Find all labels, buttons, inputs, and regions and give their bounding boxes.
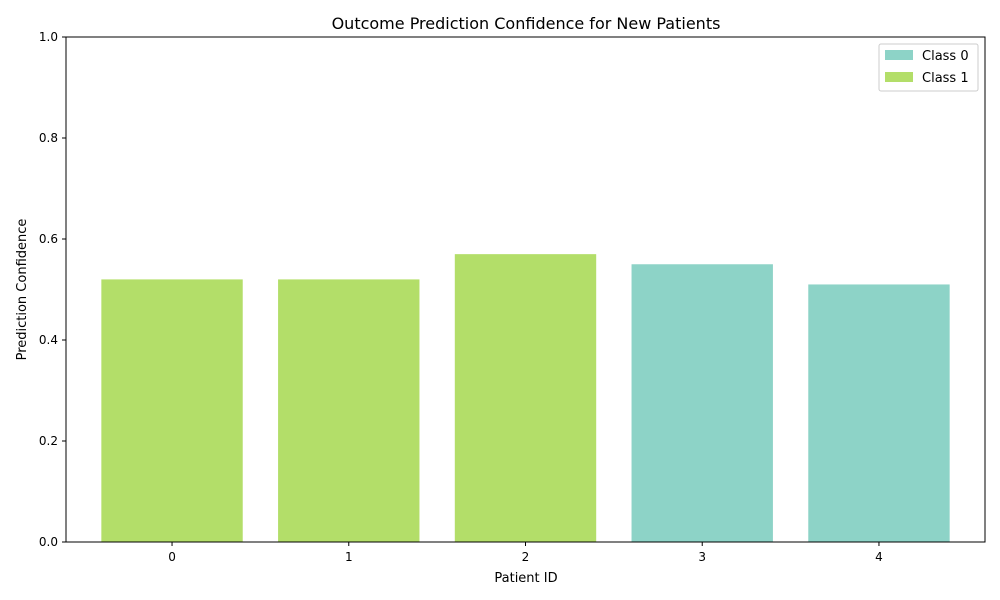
plot-frame [65, 36, 986, 543]
legend-label-class-0: Class 0 [922, 49, 969, 64]
legend-label-class-1: Class 1 [922, 71, 969, 86]
bar-patient-0 [101, 279, 243, 542]
y-axis-ticks: 0.0 0.2 0.4 0.6 0.8 1.0 [39, 30, 66, 549]
y-tick-label: 0.2 [39, 434, 58, 448]
bar-patient-2 [454, 254, 597, 542]
y-tick-label: 0.0 [39, 535, 58, 549]
y-axis-label: Prediction Confidence [15, 219, 30, 361]
x-axis-ticks: 0 1 2 3 4 [168, 542, 883, 564]
x-tick-label: 0 [168, 550, 176, 564]
bar-patient-3 [631, 264, 773, 542]
x-tick-label: 3 [698, 550, 706, 564]
y-tick-label: 0.4 [39, 333, 58, 347]
legend-swatch-class-0 [885, 50, 913, 60]
x-tick-label: 2 [522, 550, 530, 564]
y-tick-label: 0.6 [39, 232, 58, 246]
x-tick-label: 4 [875, 550, 883, 564]
y-tick-label: 0.8 [39, 131, 58, 145]
bar-patient-4 [808, 284, 950, 542]
bars-group [101, 254, 950, 542]
legend: Class 0 Class 1 [878, 43, 979, 92]
legend-swatch-class-1 [885, 72, 913, 82]
x-axis-label: Patient ID [494, 571, 557, 586]
y-tick-label: 1.0 [39, 30, 58, 44]
x-tick-label: 1 [345, 550, 353, 564]
chart-title: Outcome Prediction Confidence for New Pa… [332, 14, 721, 33]
bar-patient-1 [278, 279, 420, 542]
